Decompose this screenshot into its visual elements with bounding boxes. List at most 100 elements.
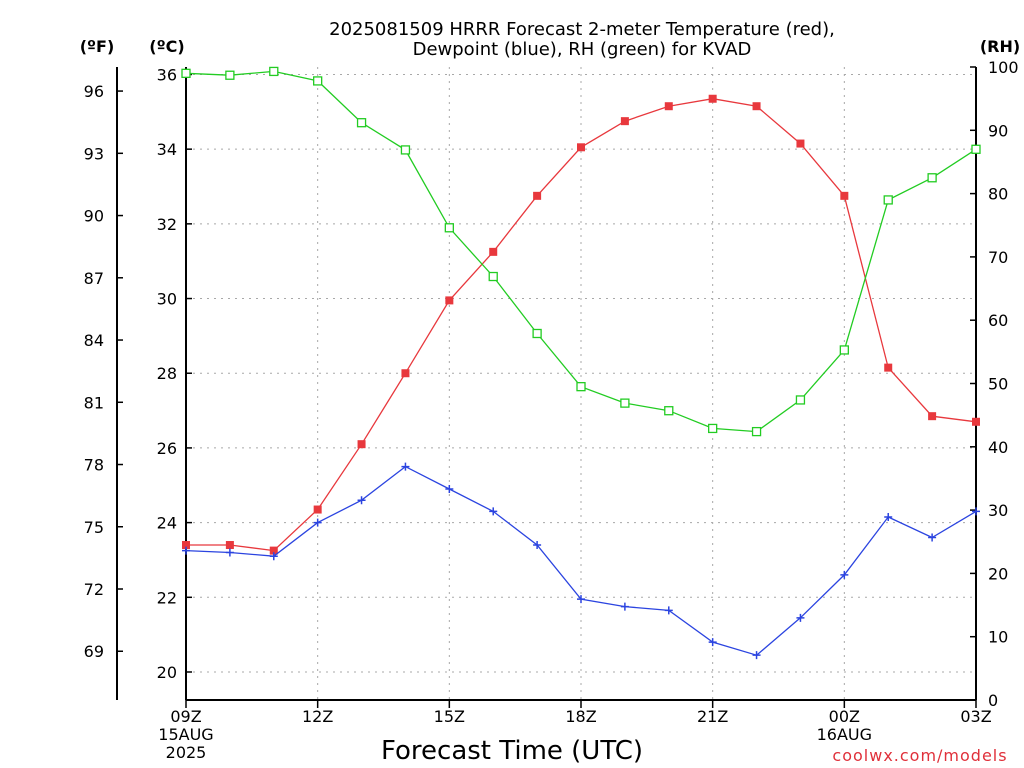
temperature-point (620, 117, 629, 126)
x-tick-label: 00Z (829, 707, 860, 726)
celsius-tick-label: 22 (157, 588, 177, 607)
rh-point (488, 271, 498, 282)
rh-point (664, 406, 674, 416)
temperature-point (972, 417, 980, 426)
dewpoint-point (357, 496, 366, 505)
celsius-tick-label: 34 (157, 140, 177, 159)
temperature-point (664, 102, 673, 111)
dewpoint-point (752, 651, 761, 660)
x-tick-label: 18Z (565, 707, 596, 726)
rh-tick-label: 10 (988, 628, 1008, 647)
axes (116, 66, 977, 708)
rh-series (181, 66, 981, 437)
celsius-axis-label: (ºC) (149, 37, 184, 56)
temperature-point (884, 363, 893, 372)
dewpoint-point (708, 638, 717, 647)
rh-point (751, 426, 762, 437)
dewpoint-series (182, 462, 980, 660)
fahrenheit-tick-label: 78 (84, 456, 104, 475)
rh-tick-label: 60 (988, 311, 1008, 330)
x-tick-label: 09Z (170, 707, 201, 726)
dewpoint-point (664, 606, 673, 615)
rh-tick-label: 0 (988, 691, 998, 710)
gridlines (186, 67, 976, 700)
x-tick-label: 15AUG (158, 725, 213, 744)
data-series (181, 66, 981, 660)
x-tick-label: 03Z (960, 707, 991, 726)
temperature-point (357, 440, 366, 449)
x-tick-label: 16AUG (817, 725, 872, 744)
rh-point (532, 328, 542, 339)
rh-tick-label: 20 (988, 564, 1008, 583)
rh-point (313, 76, 323, 86)
temperature-point (225, 541, 234, 550)
rh-tick-label: 70 (988, 248, 1008, 267)
rh-point (444, 223, 454, 233)
celsius-tick-label: 32 (157, 215, 177, 234)
temperature-point (840, 191, 849, 200)
dewpoint-point (972, 507, 980, 516)
dewpoint-point (445, 485, 454, 493)
rh-point (927, 173, 937, 183)
rh-tick-label: 30 (988, 501, 1008, 520)
dewpoint-point (928, 533, 937, 542)
x-tick-label: 15Z (434, 707, 465, 726)
temperature-point (796, 139, 805, 148)
celsius-tick-label: 28 (157, 364, 177, 383)
rh-point (356, 118, 367, 128)
rh-point (181, 68, 191, 78)
rh-point (708, 423, 718, 434)
rh-line (185, 70, 977, 433)
x-axis-label: Forecast Time (UTC) (381, 736, 643, 766)
rh-tick-label: 100 (988, 58, 1019, 77)
temperature-point (752, 102, 761, 111)
rh-tick-label: 80 (988, 185, 1008, 204)
dewpoint-point (489, 507, 498, 516)
dewpoint-point (884, 513, 893, 522)
rh-axis-label: (RH) (980, 37, 1020, 56)
celsius-tick-label: 20 (157, 663, 177, 682)
dewpoint-point (313, 518, 322, 527)
temperature-point (401, 369, 410, 378)
celsius-tick-label: 26 (157, 439, 177, 458)
rh-point (400, 145, 411, 155)
x-tick-label: 2025 (166, 743, 207, 762)
temperature-point (533, 191, 542, 200)
fahrenheit-tick-label: 69 (84, 642, 104, 661)
rh-point (225, 70, 235, 80)
rh-point (795, 395, 806, 405)
rh-point (839, 345, 849, 355)
x-tick-label: 12Z (302, 707, 333, 726)
celsius-tick-label: 36 (157, 65, 177, 84)
dewpoint-point (533, 541, 542, 550)
celsius-tick-label: 30 (157, 290, 177, 309)
temperature-series (182, 94, 980, 555)
celsius-tick-label: 24 (157, 514, 177, 533)
dewpoint-point (840, 570, 849, 579)
rh-point (620, 398, 630, 408)
rh-point (883, 195, 893, 205)
dewpoint-point (225, 548, 234, 557)
fahrenheit-tick-label: 81 (84, 393, 104, 412)
fahrenheit-tick-label: 93 (84, 144, 104, 163)
x-tick-label: 21Z (697, 707, 728, 726)
chart-title-line2: Dewpoint (blue), RH (green) for KVAD (413, 39, 752, 60)
temperature-point (313, 505, 322, 514)
dewpoint-point (269, 552, 278, 561)
dewpoint-point (796, 613, 805, 622)
temperature-point (708, 94, 717, 103)
temperature-point (489, 247, 498, 256)
credit-text: coolwx.com/models (832, 746, 1007, 765)
fahrenheit-tick-label: 96 (84, 82, 104, 101)
rh-point (576, 382, 586, 392)
fahrenheit-tick-label: 87 (84, 269, 104, 288)
temperature-point (577, 143, 585, 152)
temperature-point (182, 541, 190, 550)
chart-title-line1: 2025081509 HRRR Forecast 2-meter Tempera… (329, 19, 835, 40)
fahrenheit-tick-label: 75 (84, 518, 104, 537)
dewpoint-point (577, 595, 585, 604)
temperature-point (445, 296, 454, 305)
temperature-point (928, 412, 937, 421)
